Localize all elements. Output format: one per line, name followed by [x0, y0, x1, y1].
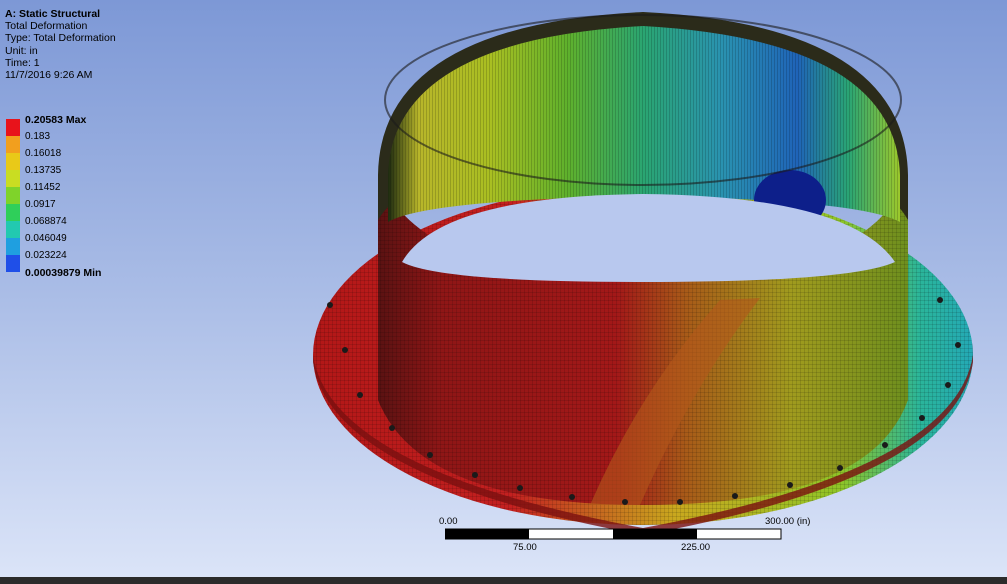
result-type: Type: Total Deformation: [5, 32, 116, 45]
result-timestamp: 11/7/2016 9:26 AM: [5, 69, 93, 82]
cylinder-opening: [402, 194, 895, 282]
result-time: Time: 1: [5, 56, 40, 69]
scale-label-zero: 0.00: [439, 516, 458, 527]
legend-label: 0.16018: [25, 148, 62, 159]
scale-bar-graphic: [445, 528, 782, 540]
scale-label-quarter: 75.00: [513, 542, 537, 553]
legend-label: 0.023224: [25, 250, 67, 261]
scale-label-three-quarter: 225.00: [681, 542, 711, 553]
legend-swatch: [6, 238, 20, 255]
legend-max-label: 0.20583 Max: [25, 114, 87, 126]
legend-swatch: [6, 136, 20, 153]
cylinder-outer-wall: [378, 175, 908, 505]
legend-label: 0.13735: [25, 165, 62, 176]
legend-swatch: [6, 153, 20, 170]
legend-swatch: [6, 187, 20, 204]
result-info: A: Static Structural Total Deformation T…: [5, 8, 116, 81]
legend-swatch: [6, 221, 20, 238]
legend-swatch: [6, 204, 20, 221]
legend-label: 0.183: [25, 131, 51, 142]
result-unit: Unit: in: [5, 44, 38, 57]
legend-label: 0.068874: [25, 216, 67, 227]
legend-swatch: [6, 119, 20, 136]
legend-min-label: 0.00039879 Min: [25, 267, 102, 279]
legend-swatch: [6, 170, 20, 187]
legend-label: 0.11452: [25, 182, 61, 193]
bottom-bar: [0, 577, 1007, 584]
legend-label: 0.0917: [25, 199, 56, 210]
scale-label-max: 300.00 (in): [765, 516, 811, 527]
legend-label: 0.046049: [25, 233, 67, 244]
legend-swatch: [6, 255, 20, 272]
flange-bolt-holes: [327, 297, 961, 505]
analysis-title: A: Static Structural: [5, 8, 101, 20]
result-name: Total Deformation: [5, 20, 88, 33]
